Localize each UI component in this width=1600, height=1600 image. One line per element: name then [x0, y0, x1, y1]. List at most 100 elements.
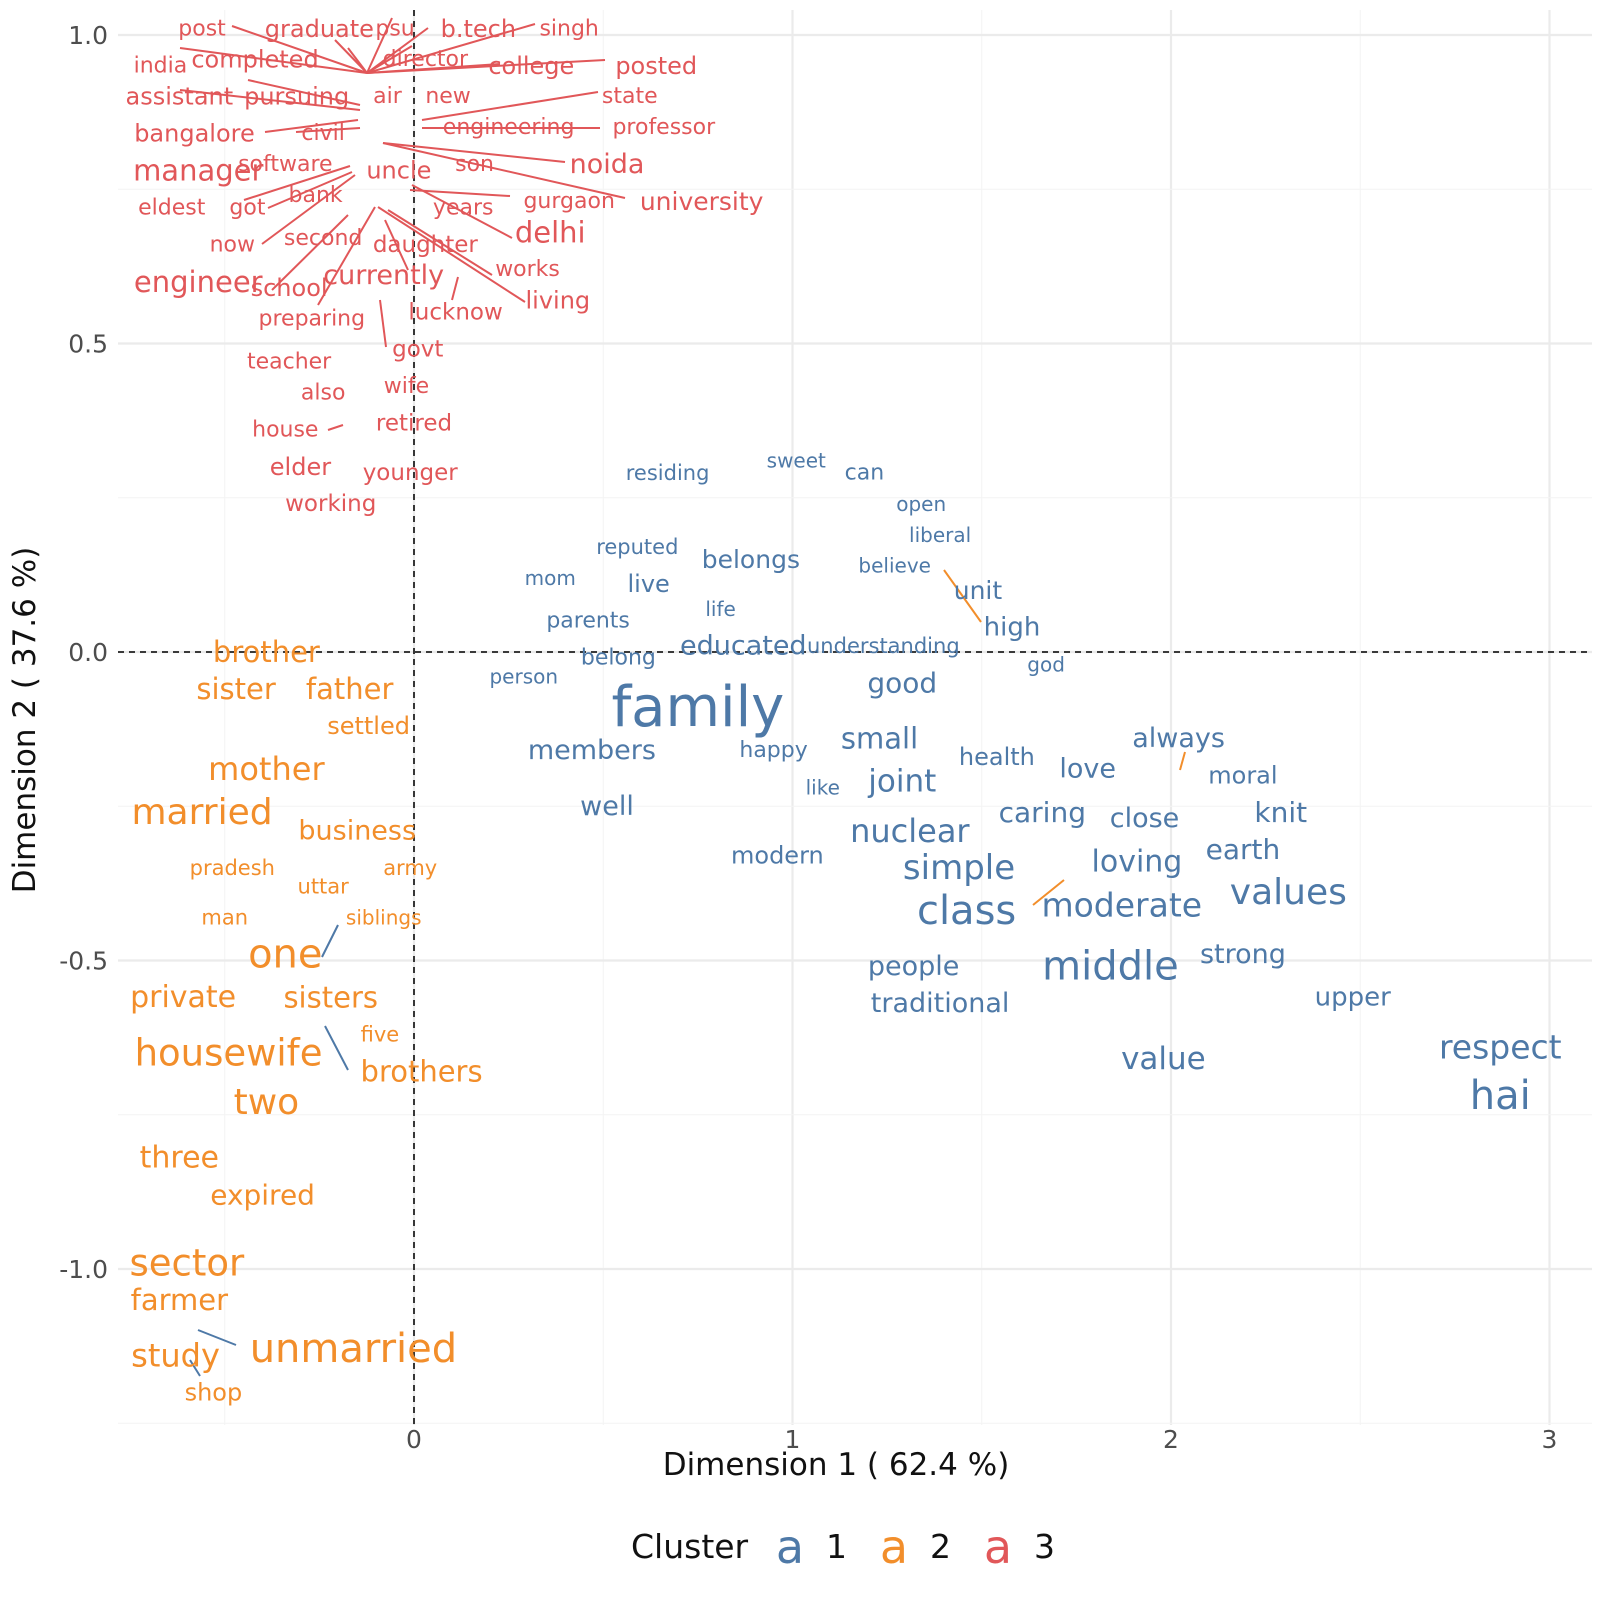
word-label-unmarried: unmarried	[250, 1326, 457, 1372]
word-label-elder: elder	[270, 453, 331, 481]
word-label-govt: govt	[392, 337, 443, 363]
word-label-engineering: engineering	[443, 115, 575, 140]
word-label-posted: posted	[615, 52, 697, 80]
word-label-civil: civil	[301, 121, 344, 146]
word-label-liberal: liberal	[909, 523, 971, 547]
word-label-settled: settled	[327, 712, 410, 740]
leader-line	[1032, 879, 1065, 906]
word-label-wife: wife	[384, 374, 429, 399]
word-label-army: army	[383, 856, 437, 880]
legend-label: 3	[1034, 1527, 1055, 1566]
x-tick-label: 2	[1163, 1425, 1179, 1454]
word-label-uttar: uttar	[298, 874, 350, 898]
word-label-new: new	[425, 84, 470, 109]
word-label-completed: completed	[191, 46, 318, 74]
word-label-open: open	[896, 492, 946, 516]
legend-key-glyph: a	[984, 1520, 1012, 1574]
leader-line	[261, 174, 356, 245]
word-label-bank: bank	[289, 183, 343, 208]
leader-line	[179, 47, 368, 74]
word-label-uncle: uncle	[366, 157, 431, 185]
leader-line	[387, 209, 493, 276]
word-label-sister: sister	[196, 672, 275, 706]
word-label-small: small	[841, 721, 918, 755]
word-label-class: class	[917, 888, 1016, 934]
leader-line	[197, 1329, 237, 1346]
word-label-always: always	[1132, 723, 1225, 754]
word-label-middle: middle	[1042, 944, 1179, 990]
word-label-close: close	[1110, 803, 1180, 834]
word-label-modern: modern	[731, 842, 824, 870]
word-label-parents: parents	[546, 609, 630, 634]
word-label-works: works	[495, 257, 560, 282]
legend-title: Cluster	[631, 1527, 749, 1566]
word-label-son: son	[455, 152, 494, 177]
word-label-psu: psu	[375, 16, 414, 41]
word-label-manager: manager	[133, 154, 263, 188]
leader-line	[317, 206, 376, 306]
word-label-preparing: preparing	[259, 306, 366, 331]
word-label-teacher: teacher	[247, 350, 332, 375]
word-label-value: value	[1121, 1041, 1206, 1077]
word-label-daughter: daughter	[373, 232, 479, 258]
y-axis-ticks: -1.0 -0.5 0.0 0.5 1.0	[59, 21, 108, 1284]
word-label-house: house	[252, 417, 318, 442]
word-label-members: members	[528, 735, 656, 766]
word-label-strong: strong	[1200, 939, 1286, 970]
word-label-father: father	[306, 672, 394, 706]
word-label-nuclear: nuclear	[850, 812, 970, 850]
word-label-pradesh: pradesh	[190, 856, 275, 880]
word-label-earth: earth	[1206, 833, 1281, 866]
word-label-belong: belong	[581, 646, 656, 671]
leader-line	[379, 299, 387, 348]
word-label-college: college	[488, 52, 574, 80]
word-label-upper: upper	[1315, 983, 1391, 1013]
word-label-live: live	[628, 570, 670, 598]
word-label-happy: happy	[739, 738, 807, 763]
leader-line	[366, 17, 393, 74]
x-tick-label: 0	[406, 1425, 422, 1454]
leader-line	[377, 206, 526, 303]
word-label-traditional: traditional	[871, 988, 1010, 1019]
word-label-gurgaon: gurgaon	[523, 189, 614, 214]
leader-line	[347, 47, 368, 74]
word-label-brothers: brothers	[361, 1055, 483, 1089]
leader-line	[384, 219, 409, 271]
word-label-health: health	[959, 743, 1035, 771]
word-label-life: life	[705, 597, 735, 621]
word-label-working: working	[285, 491, 376, 517]
word-label-farmer: farmer	[131, 1283, 228, 1317]
word-label-second: second	[284, 226, 362, 251]
leader-line	[321, 924, 339, 958]
leader-line	[366, 23, 536, 74]
word-label-university: university	[640, 187, 764, 216]
leader-line	[943, 569, 982, 623]
leader-line	[409, 189, 511, 197]
word-label-respect: respect	[1439, 1027, 1562, 1066]
word-label-graduate: graduate	[265, 15, 374, 43]
word-label-values: values	[1230, 872, 1347, 913]
leader-line	[366, 59, 606, 74]
word-label-delhi: delhi	[515, 215, 586, 249]
leader-line	[267, 171, 353, 209]
y-tick-label: -1.0	[59, 1255, 108, 1284]
reference-lines	[118, 10, 1592, 1425]
leader-line	[411, 184, 513, 239]
word-label-family: family	[611, 675, 784, 740]
word-label-eldest: eldest	[138, 195, 206, 220]
word-label-sisters: sisters	[283, 981, 378, 1015]
y-axis-title: Dimension 2 ( 37.6 %)	[7, 547, 43, 894]
word-label-love: love	[1059, 754, 1116, 785]
word-label-currently: currently	[323, 260, 444, 291]
leader-line	[324, 1025, 349, 1071]
word-label-simple: simple	[903, 848, 1015, 888]
word-label-noida: noida	[570, 149, 645, 180]
leader-line	[421, 91, 599, 121]
x-axis-title: Dimension 1 ( 62.4 %)	[663, 1447, 1010, 1483]
word-label-five: five	[361, 1023, 400, 1047]
word-label-younger: younger	[363, 460, 459, 486]
word-label-expired: expired	[210, 1178, 315, 1211]
word-label-school: school	[251, 274, 328, 302]
